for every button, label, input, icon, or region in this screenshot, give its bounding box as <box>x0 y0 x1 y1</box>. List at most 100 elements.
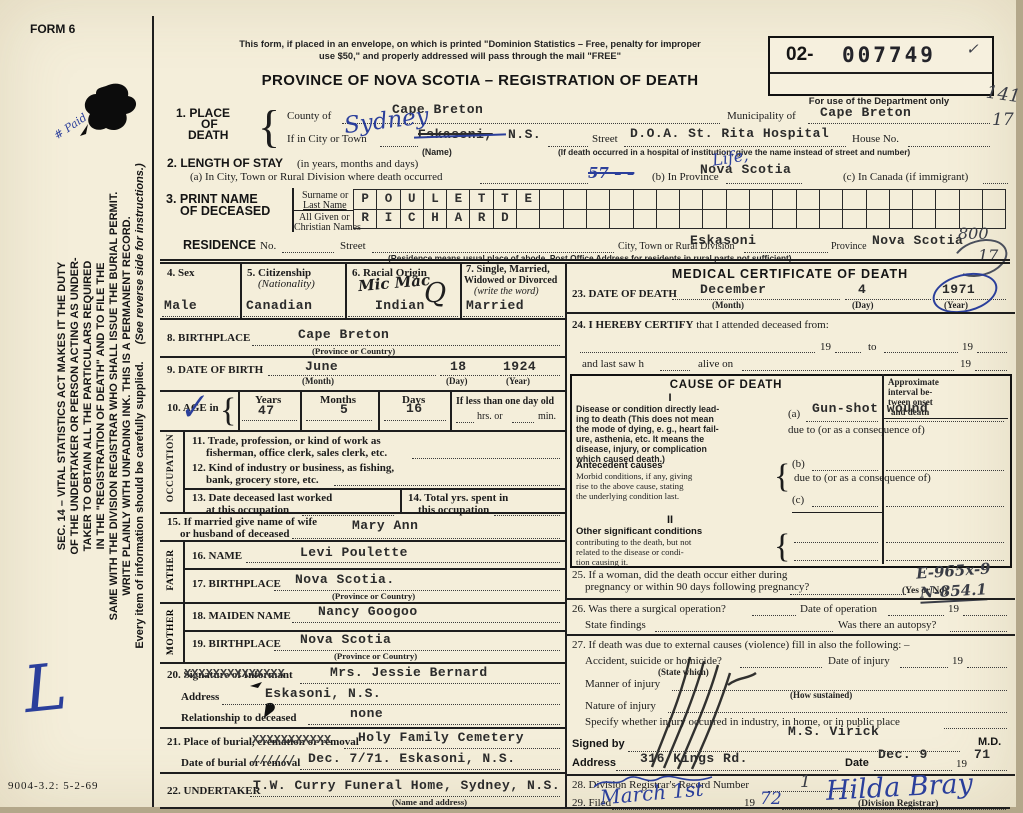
years-label: Years <box>255 394 282 406</box>
rule <box>565 312 1015 314</box>
last-saw-label: and last saw h <box>582 358 645 370</box>
years-value: 47 <box>258 403 275 418</box>
dotted-line <box>456 420 474 423</box>
rule <box>565 774 1015 776</box>
cell-divider <box>378 390 380 430</box>
grid-cell <box>796 190 820 210</box>
state-which-caption: (State which) <box>658 667 709 677</box>
house-no-line <box>908 144 990 147</box>
dod-year-value: 1971 <box>942 282 976 297</box>
last-worked-label2: at this occupation <box>206 504 290 516</box>
marital-value: Married <box>466 298 525 313</box>
dotted-line <box>660 368 690 371</box>
year19-stub: 19 <box>960 358 971 370</box>
grid-cell <box>750 190 774 210</box>
year19-stub: 19 <box>956 758 967 770</box>
month-caption: (Month) <box>712 300 744 310</box>
state-findings-label: State findings <box>585 619 646 631</box>
bc-brace: { <box>774 458 791 495</box>
rule <box>183 488 565 490</box>
grid-cell: E <box>447 190 471 210</box>
signed-year-value: 71 <box>974 747 991 762</box>
province-country-caption: (Province or Country) <box>312 346 396 356</box>
racial-origin-label: 6. Racial Origin <box>352 267 427 279</box>
occupation-side-label: OCCUPATION <box>166 433 176 503</box>
other-text3: tion causing it. <box>576 557 629 567</box>
city-line-a <box>380 144 418 147</box>
grid-cell <box>633 209 657 229</box>
statute-line: Every item of information should be care… <box>134 110 147 702</box>
last-worked-label1: 13. Date deceased last worked <box>192 492 333 504</box>
grid-cell <box>586 209 611 229</box>
statute-line: SAME WITH THE DIVISION REGISTRAR WHO SHA… <box>108 191 120 621</box>
stay-c-label: (c) In Canada (if immigrant) <box>843 171 969 183</box>
year19-stub: 19 <box>948 603 959 615</box>
less-than-day-label: If less than one day old <box>456 396 555 407</box>
dotted-line <box>348 314 458 317</box>
grid-cell: U <box>400 190 424 210</box>
dotted-line <box>812 468 878 471</box>
citizenship-label: 5. Citizenship <box>247 267 312 279</box>
year19-stub: 19 <box>962 341 973 353</box>
informant-value: Mrs. Jessie Bernard <box>330 665 488 680</box>
burial-date-label: Date of burial or removal <box>181 757 301 769</box>
cell-divider <box>400 488 402 512</box>
surname-caption1: Surname or <box>302 190 349 201</box>
disease-text6: which caused death.) <box>576 454 665 464</box>
registration-number-box: 02- 007749 ✓ <box>768 36 994 96</box>
due-to-a: due to (or as a consequence of) <box>788 424 925 436</box>
marital-label2: Widowed or Divorced <box>464 275 558 286</box>
dotted-line <box>612 807 740 810</box>
rule <box>183 568 565 570</box>
grid-cell: H <box>423 209 448 229</box>
stay-a-line <box>480 181 588 184</box>
dotted-line <box>672 688 1007 691</box>
cause-b-label: (b) <box>792 458 805 470</box>
dob-month-value: June <box>305 359 339 374</box>
grid-cell <box>610 190 634 210</box>
roman-one: I <box>668 392 672 404</box>
stay-b-label: (b) In Province <box>652 171 719 183</box>
how-sustained-caption: (How sustained) <box>790 690 853 700</box>
grid-cell <box>633 190 657 210</box>
disease-text1: Disease or condition directly lead- <box>576 404 720 414</box>
signed-by-label: Signed by <box>572 738 625 750</box>
approx-caption3: tween onset <box>888 397 933 407</box>
autopsy-label: Was there an autopsy? <box>838 619 937 631</box>
date-of-operation-label: Date of operation <box>800 603 877 615</box>
cell-divider <box>450 390 452 430</box>
manner-of-injury-label: Manner of injury <box>585 678 661 690</box>
other-brace: { <box>774 528 791 565</box>
handwritten-e965: E-965x-9 <box>915 559 992 583</box>
dotted-line <box>782 807 832 810</box>
dotted-line <box>936 297 1006 300</box>
street-label: Street <box>592 133 618 145</box>
dotted-line <box>972 768 1007 771</box>
to-label: to <box>868 341 877 353</box>
dotted-line <box>440 373 498 376</box>
grid-cell <box>540 190 564 210</box>
rule <box>160 662 565 664</box>
days-label: Days <box>402 394 426 406</box>
dotted-line <box>242 418 297 421</box>
disease-text5: disease, injury, or complication <box>576 444 707 454</box>
days-value: 16 <box>406 401 423 416</box>
hospital-caption: (If death occurred in a hospital of inst… <box>558 147 911 157</box>
cause-of-death-box <box>570 374 1012 568</box>
grid-cell <box>773 209 797 229</box>
municipality-label: Municipality of <box>727 110 796 122</box>
handwritten-n854: N-854.1 <box>919 580 988 604</box>
residence-no-label: No. <box>260 240 277 252</box>
spouse-label1: 15. If married give name of wife <box>167 516 317 528</box>
supplied-note: Every item of information should be care… <box>134 361 146 649</box>
column-divider <box>565 262 567 808</box>
stay-a-value: 57 – – <box>588 164 635 182</box>
grid-cell <box>843 190 867 210</box>
rule <box>160 390 565 392</box>
dotted-line <box>162 314 238 317</box>
grid-cell <box>726 190 751 210</box>
name-caption: (Name) <box>422 147 452 157</box>
rule <box>160 602 565 604</box>
grid-cell <box>936 190 960 210</box>
